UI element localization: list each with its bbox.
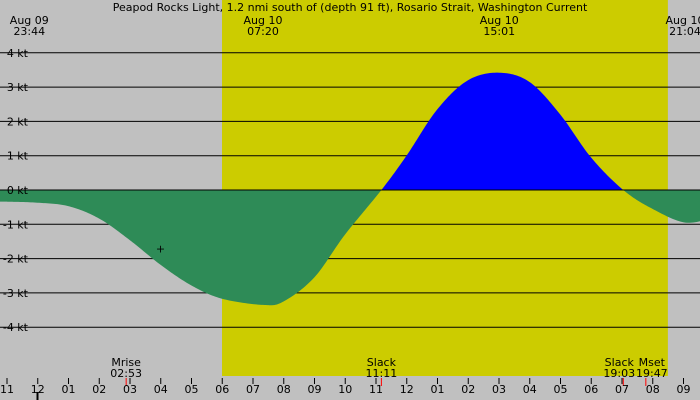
- hour-tick-label: 12: [31, 383, 45, 396]
- y-tick-label: 1 kt: [7, 150, 29, 163]
- extreme-time-label: 07:20: [247, 25, 279, 38]
- extreme-date-label: Aug 10: [480, 14, 519, 27]
- hour-tick-label: 01: [62, 383, 76, 396]
- hour-tick-label: 07: [246, 383, 260, 396]
- hour-tick-label: 02: [461, 383, 475, 396]
- extreme-date-label: Aug 09: [10, 14, 49, 27]
- hour-tick-label: 11: [369, 383, 383, 396]
- extreme-time-label: 23:44: [13, 25, 45, 38]
- event-time-label: 02:53: [110, 367, 142, 380]
- hour-tick-label: 08: [646, 383, 660, 396]
- extreme-time-label: 15:01: [483, 25, 515, 38]
- hour-tick-label: 05: [554, 383, 568, 396]
- extreme-time-label: 21:04: [669, 25, 700, 38]
- y-tick-label: 3 kt: [7, 81, 29, 94]
- hour-tick-label: 06: [584, 383, 598, 396]
- hour-tick-label: 09: [308, 383, 322, 396]
- chart-title: Peapod Rocks Light, 1.2 nmi south of (de…: [113, 1, 588, 14]
- event-name-label: Slack: [367, 356, 397, 369]
- hour-tick-label: 03: [123, 383, 137, 396]
- hour-tick-label: 03: [492, 383, 506, 396]
- hour-tick-label: 12: [400, 383, 414, 396]
- flood-area: [0, 72, 700, 190]
- hour-tick-label: 07: [615, 383, 629, 396]
- event-name-label: Mset: [639, 356, 666, 369]
- hour-tick-label: 05: [185, 383, 199, 396]
- y-tick-label: -2 kt: [3, 253, 29, 266]
- y-tick-label: -1 kt: [3, 218, 29, 231]
- y-tick-label: -4 kt: [3, 321, 29, 334]
- hour-tick-label: 08: [277, 383, 291, 396]
- y-tick-label: 2 kt: [7, 115, 29, 128]
- hour-tick-label: 06: [215, 383, 229, 396]
- event-time-label: 11:11: [366, 367, 398, 380]
- hour-tick-label: 11: [0, 383, 14, 396]
- hour-tick-label: 01: [431, 383, 445, 396]
- hour-tick-label: 04: [154, 383, 168, 396]
- y-tick-label: -3 kt: [3, 287, 29, 300]
- hour-tick-label: 02: [92, 383, 106, 396]
- y-tick-label: 0 kt: [7, 184, 29, 197]
- event-name-label: Mrise: [111, 356, 141, 369]
- cursor-marker: +: [156, 242, 165, 255]
- event-time-label: 19:47: [636, 367, 668, 380]
- midnight-marker: [36, 392, 39, 400]
- y-tick-label: 4 kt: [7, 47, 29, 60]
- ebb-area: [0, 190, 700, 306]
- hour-tick-label: 04: [523, 383, 537, 396]
- extreme-date-label: Aug 10: [666, 14, 700, 27]
- extreme-date-label: Aug 10: [244, 14, 283, 27]
- hour-tick-label: 09: [677, 383, 691, 396]
- event-name-label: Slack: [605, 356, 635, 369]
- event-time-label: 19:03: [603, 367, 635, 380]
- hour-tick-label: 10: [338, 383, 352, 396]
